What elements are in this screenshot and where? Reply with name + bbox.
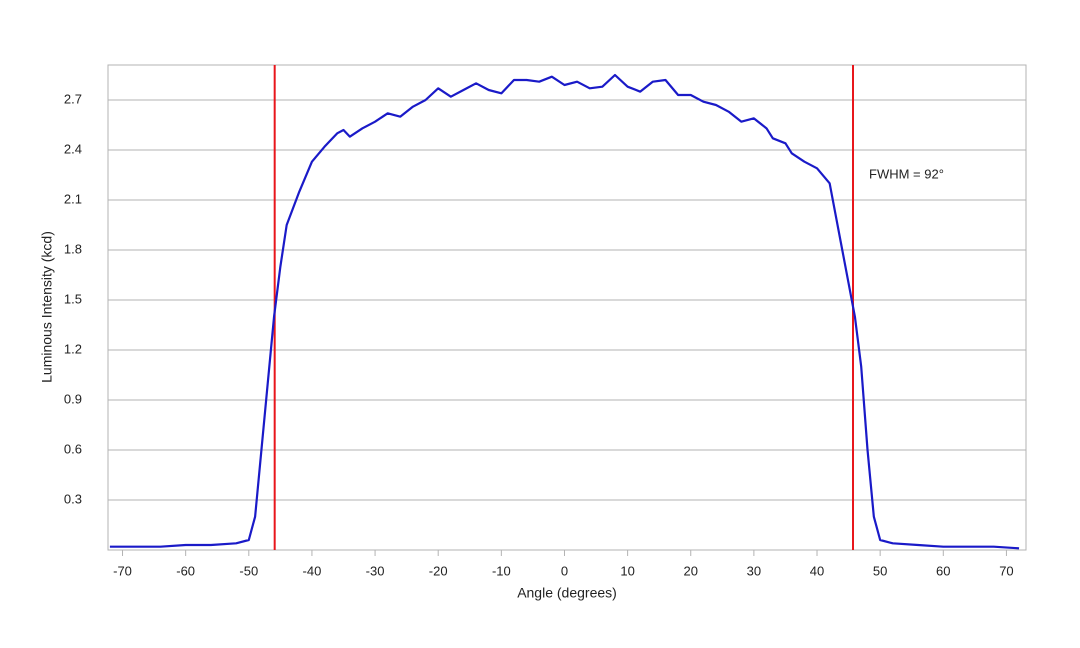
- y-tick-label: 0.3: [64, 491, 82, 506]
- x-tick-label: 10: [620, 563, 634, 578]
- plot-area: [107, 64, 1027, 551]
- x-tick-label: -10: [492, 563, 511, 578]
- y-tick-label: 1.2: [64, 341, 82, 356]
- x-tick-label: 0: [561, 563, 568, 578]
- x-tick-label: -40: [303, 563, 322, 578]
- annotation: FWHM = 92°: [869, 166, 944, 181]
- x-tick-label: 60: [936, 563, 950, 578]
- x-tick-label: -50: [239, 563, 258, 578]
- x-tick-label: -30: [366, 563, 385, 578]
- y-tick-label: 2.7: [64, 91, 82, 106]
- x-axis-title: Angle (degrees): [517, 585, 617, 601]
- y-tick-label: 1.5: [64, 291, 82, 306]
- x-tick-label: -20: [429, 563, 448, 578]
- y-tick-label: 1.8: [64, 241, 82, 256]
- y-axis-title: Luminous Intensity (kcd): [39, 231, 55, 383]
- y-tick-label: 0.9: [64, 391, 82, 406]
- x-tick-label: 70: [999, 563, 1013, 578]
- x-tick-label: 30: [747, 563, 761, 578]
- x-tick-label: -60: [176, 563, 195, 578]
- x-tick-label: 40: [810, 563, 824, 578]
- y-tick-label: 0.6: [64, 441, 82, 456]
- x-tick-label: 50: [873, 563, 887, 578]
- x-tick-label: -70: [113, 563, 132, 578]
- y-tick-label: 2.4: [64, 141, 82, 156]
- y-tick-label: 2.1: [64, 191, 82, 206]
- line-series: [109, 73, 1020, 550]
- x-tick-label: 20: [684, 563, 698, 578]
